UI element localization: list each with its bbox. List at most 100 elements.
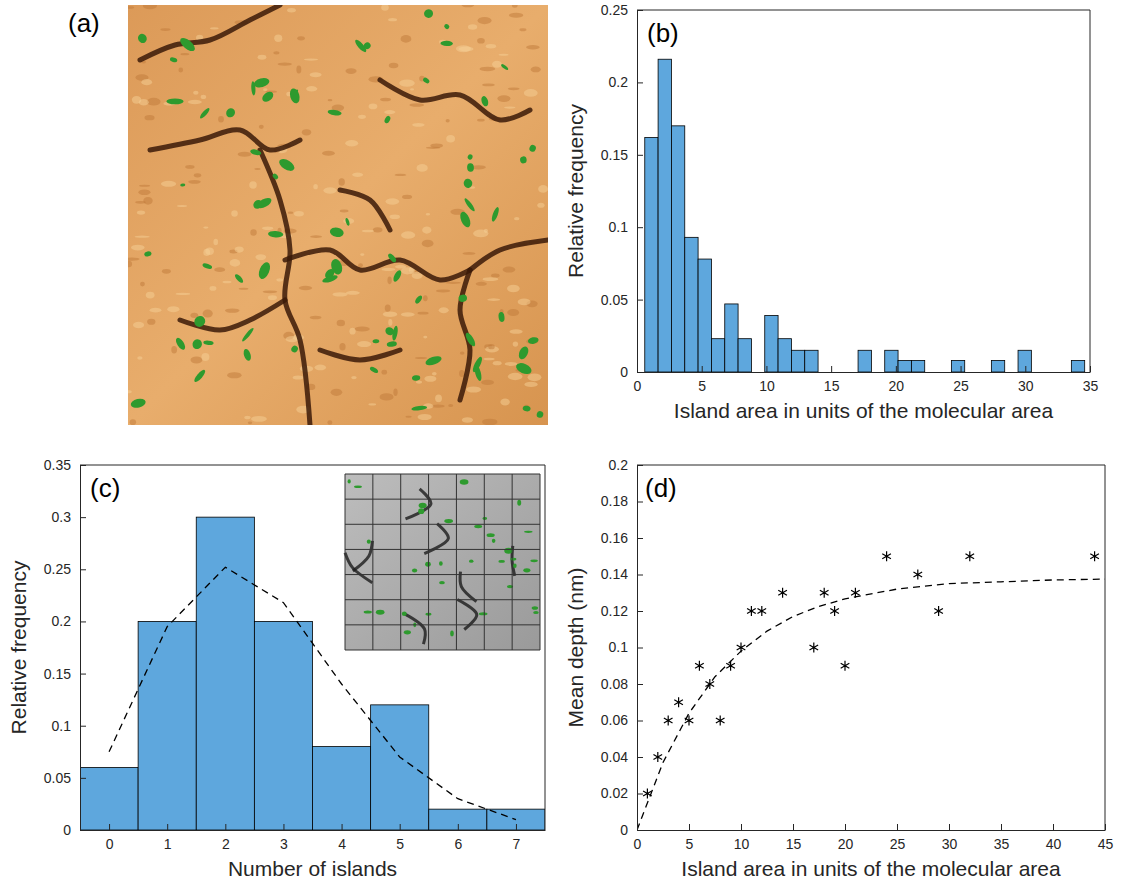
inset-grid [484,474,485,650]
texture [160,28,170,31]
texture [526,45,540,49]
island [257,261,273,281]
texture [466,386,481,392]
texture [507,285,520,293]
x-tick-label: 25 [953,378,969,394]
texture [405,416,411,418]
texture [310,316,322,320]
y-tick-label: 0.15 [601,147,628,163]
texture [410,88,414,90]
x-axis: 01234567 [81,824,546,852]
data-point [705,679,714,689]
x-axis-line [638,830,1106,831]
histogram-bar [871,372,884,373]
texture [461,5,474,7]
y-tick: 0 [620,822,643,838]
x-axis-title: Island area in units of the molecular ar… [681,857,1061,880]
x-tick: 3 [280,824,288,852]
grain-boundary [380,80,530,120]
panel-letter: (c) [90,473,120,503]
inset-island [354,486,362,488]
histogram-bar [1018,350,1031,372]
x-tick-label: 3 [280,836,288,852]
texture [423,336,427,339]
texture [161,181,176,187]
y-tick-mark [80,569,86,570]
plot-area [80,474,545,830]
x-tick-label: 7 [513,836,521,852]
texture [448,404,453,407]
texture [508,373,523,380]
y-tick: 0.15 [44,666,86,682]
y-tick-label: 0.25 [601,2,628,18]
island [329,226,344,238]
island [290,344,299,353]
frame-top [637,10,1090,11]
x-tick-mark [793,824,794,830]
texture [360,253,364,256]
x-tick: 30 [1018,366,1034,394]
inset-island [404,630,411,634]
y-tick-mark [637,502,643,503]
y-tick: 0 [620,364,643,380]
frame-top [637,465,1105,466]
texture [146,292,155,299]
texture [345,140,358,147]
data-point [653,752,662,762]
texture [524,382,537,387]
texture [380,98,391,102]
texture [147,319,155,325]
island [386,341,397,348]
y-axis: 00.050.10.150.20.25 [601,2,643,380]
y-tick: 0.04 [601,749,643,765]
texture [248,422,252,425]
x-tick-label: 10 [759,378,775,394]
texture [314,365,326,371]
texture [137,356,142,359]
texture [435,394,442,402]
island [412,375,421,381]
texture [162,269,171,274]
y-tick-mark [80,621,86,622]
histogram-bar [725,304,738,372]
texture [287,8,296,13]
texture [128,6,134,9]
texture [462,252,475,255]
texture [388,319,392,326]
y-tick-mark [637,721,643,722]
data-point [778,588,787,598]
histogram-bar [991,360,1004,372]
micrograph-content [128,5,548,425]
inset-island [376,610,385,615]
texture [188,100,202,104]
texture [491,273,500,277]
histogram-bar [925,372,938,373]
texture [331,389,343,396]
plot-area [645,59,1085,372]
island [514,361,533,376]
y-tick: 0.35 [44,457,86,473]
texture [468,24,477,29]
texture [416,380,422,383]
x-tick-label: 1 [164,836,172,852]
texture [503,267,516,273]
x-tick-label: 30 [1018,378,1034,394]
texture [385,304,391,311]
inset-island [524,531,532,533]
texture [518,298,531,305]
x-tick: 5 [686,824,694,852]
x-axis: 05101520253035 [634,366,1099,394]
texture [512,5,518,8]
texture [401,35,412,43]
island [180,183,185,186]
data-point [830,606,839,616]
x-tick-label: 0 [106,836,114,852]
histogram-bar [778,339,791,372]
inset-grid [345,549,540,550]
island [387,252,398,263]
y-tick-mark [80,830,86,831]
texture [381,5,389,11]
inset-grid [400,474,401,650]
frame-right [545,465,546,830]
y-tick-label: 0 [620,822,628,838]
